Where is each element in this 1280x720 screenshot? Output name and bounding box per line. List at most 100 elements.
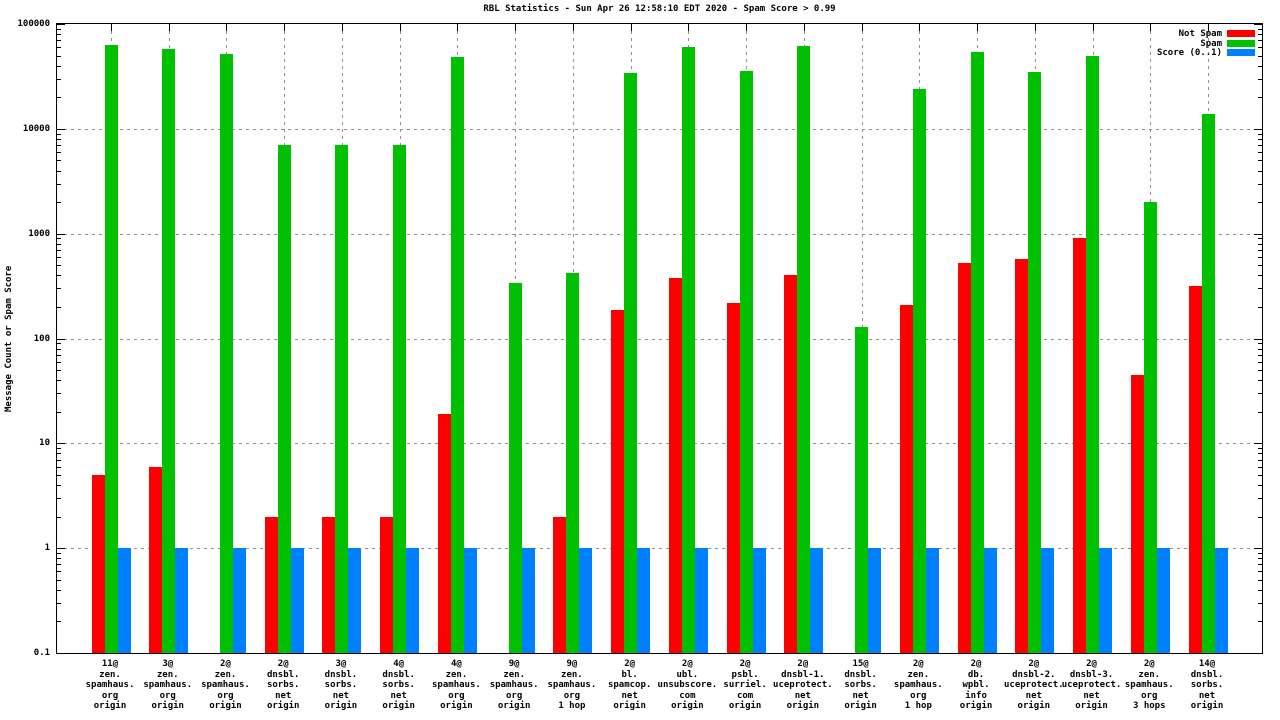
legend-swatch-spam [1227, 39, 1255, 47]
y-minor-tick [57, 265, 61, 267]
bar-spam-8 [508, 282, 522, 653]
bar-spam-9 [566, 273, 580, 653]
y-minor-tick [1258, 40, 1262, 42]
y-major-tick [57, 443, 65, 445]
bar-not-spam-11 [668, 277, 682, 653]
y-minor-tick [1258, 343, 1262, 345]
y-minor-tick [1258, 393, 1262, 395]
y-minor-tick [57, 306, 61, 308]
legend-swatch-not-spam [1227, 30, 1255, 37]
bar-spam-15 [912, 88, 926, 653]
chart-title: RBL Statistics - Sun Apr 26 12:58:10 EDT… [483, 4, 836, 14]
y-tick-label: 100000 [17, 19, 50, 29]
x-label-20: 14@ dnsbl. sorbs. net origin [1190, 659, 1224, 711]
bar-not-spam-13 [784, 275, 798, 653]
bar-not-spam-12 [726, 302, 740, 653]
x-top-tick [572, 24, 574, 31]
bar-score-0-1-17 [1041, 548, 1055, 653]
x-label-16: 2@ db. wpbl. info origin [959, 659, 993, 711]
y-minor-tick [1258, 306, 1262, 308]
legend-label-spam: Spam [1200, 38, 1222, 49]
bar-score-0-1-18 [1099, 548, 1113, 653]
x-label-10: 2@ bl. spamcop. net origin [607, 659, 652, 711]
gridline-h [57, 443, 1262, 445]
y-major-tick [57, 548, 65, 550]
y-minor-tick [57, 65, 61, 67]
x-top-tick [399, 24, 401, 31]
x-label-7: 4@ zen. spamhaus. org origin [432, 659, 481, 711]
y-minor-tick [1258, 354, 1262, 356]
x-top-tick [630, 24, 632, 31]
y-minor-tick [57, 516, 61, 518]
y-minor-tick [1258, 47, 1262, 49]
bar-score-0-1-4 [290, 548, 304, 653]
bar-score-0-1-12 [752, 548, 766, 653]
y-minor-tick [1258, 602, 1262, 604]
y-major-tick [1254, 233, 1262, 235]
y-major-tick [57, 338, 65, 340]
legend-label-not-spam: Not Spam [1178, 29, 1222, 39]
x-label-18: 2@ dnsbl-3. uceprotect. net origin [1061, 659, 1122, 711]
y-minor-tick [1258, 564, 1262, 566]
bar-spam-3 [219, 53, 233, 653]
y-minor-tick [57, 498, 61, 500]
bar-spam-2 [162, 48, 176, 653]
bar-not-spam-10 [611, 310, 625, 653]
bar-score-0-1-13 [810, 548, 824, 653]
y-minor-tick [1258, 170, 1262, 172]
y-minor-tick [1258, 238, 1262, 240]
bar-score-0-1-11 [694, 548, 708, 653]
x-top-tick [168, 24, 170, 31]
y-minor-tick [1258, 453, 1262, 455]
y-minor-tick [1258, 275, 1262, 277]
y-minor-tick [1258, 370, 1262, 372]
bar-score-0-1-2 [175, 548, 189, 653]
y-minor-tick [1258, 249, 1262, 251]
y-minor-tick [1258, 202, 1262, 204]
y-minor-tick [57, 453, 61, 455]
x-label-3: 2@ zen. spamhaus. org origin [201, 659, 250, 711]
bar-spam-13 [797, 45, 811, 653]
y-minor-tick [57, 28, 61, 30]
y-tick-label: 1000 [28, 228, 50, 239]
bar-spam-4 [277, 145, 291, 653]
legend-swatch-score-0-1 [1227, 49, 1255, 57]
y-major-tick [1254, 443, 1262, 445]
y-minor-tick [57, 485, 61, 487]
bar-not-spam-15 [899, 304, 913, 653]
y-minor-tick [57, 571, 61, 573]
x-top-tick [284, 24, 286, 31]
y-minor-tick [1258, 97, 1262, 99]
y-major-tick [57, 233, 65, 235]
x-top-tick [111, 24, 112, 31]
x-label-19: 2@ zen. spamhaus. org 3 hops [1124, 659, 1174, 711]
y-minor-tick [57, 579, 61, 581]
y-minor-tick [57, 40, 61, 42]
bar-spam-10 [624, 73, 638, 653]
x-label-12: 2@ psbl. surriel. com origin [723, 659, 767, 711]
bar-score-0-1-16 [983, 548, 997, 653]
bar-not-spam-6 [380, 516, 394, 653]
legend-item-score-0-1: Score (0..1) [0, 48, 1280, 58]
y-minor-tick [57, 564, 61, 566]
y-minor-tick [1258, 448, 1262, 450]
y-minor-tick [57, 558, 61, 560]
x-top-tick [1208, 24, 1209, 31]
plot-area [56, 23, 1263, 654]
y-tick-label: 100 [33, 333, 50, 344]
bar-score-0-1-19 [1156, 548, 1170, 653]
x-top-tick [457, 24, 459, 31]
y-minor-tick [57, 160, 61, 162]
y-minor-tick [57, 589, 61, 591]
bar-not-spam-18 [1073, 238, 1087, 653]
bar-not-spam-19 [1130, 374, 1144, 653]
x-top-tick [919, 24, 921, 31]
y-minor-tick [57, 183, 61, 185]
y-minor-tick [1258, 558, 1262, 560]
bar-spam-18 [1086, 55, 1100, 653]
bar-score-0-1-8 [521, 548, 535, 653]
gridline-h [57, 128, 1262, 130]
y-minor-tick [57, 393, 61, 395]
y-minor-tick [1258, 589, 1262, 591]
gridline-h [57, 338, 1262, 340]
